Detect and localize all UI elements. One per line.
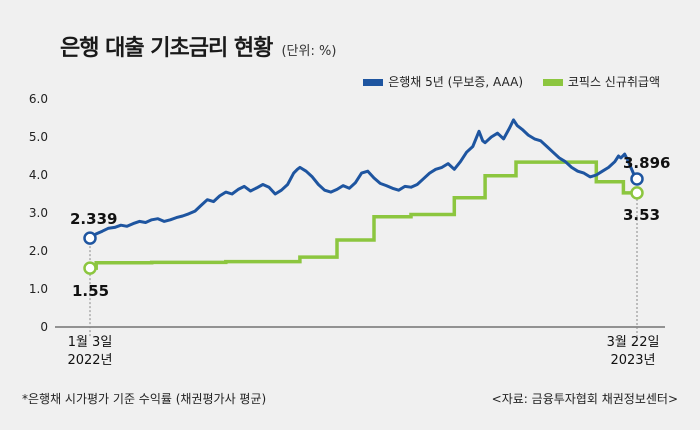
footnote: *은행채 시가평가 기준 수익률 (채권평가사 평균) xyxy=(22,392,267,406)
bond-end-marker xyxy=(630,172,644,186)
chart-title: 은행 대출 기초금리 현황 xyxy=(60,36,273,61)
x-label-end-date: 3월 22일 xyxy=(607,335,660,350)
kofix-start-marker xyxy=(83,261,97,275)
series-line-bond xyxy=(89,118,639,240)
legend-label-bond: 은행채 5년 (무보증, AAA) xyxy=(388,75,524,89)
y-tick-label: 5.0 xyxy=(29,130,48,144)
series-line-kofix xyxy=(90,160,637,270)
kofix-start-value: 1.55 xyxy=(72,282,109,300)
y-tick-label: 6.0 xyxy=(29,92,48,106)
source-note: <자료: 금융투자협회 채권정보센터> xyxy=(491,392,678,406)
y-tick-label: 4.0 xyxy=(29,168,48,182)
title-row: 은행 대출 기초금리 현황 (단위: %) xyxy=(60,30,336,62)
x-label-start-year: 2022년 xyxy=(67,353,112,368)
legend-item-kofix: 코픽스 신규취급액 xyxy=(542,73,660,90)
x-label-start-date: 1월 3일 xyxy=(68,335,113,350)
legend-swatch-bond xyxy=(363,79,384,86)
legend-label-kofix: 코픽스 신규취급액 xyxy=(567,75,660,89)
y-tick-label: 3.0 xyxy=(29,206,48,220)
kofix-end-value: 3.53 xyxy=(623,206,660,224)
legend-item-bond: 은행채 5년 (무보증, AAA) xyxy=(363,73,523,90)
unit-label: (단위: %) xyxy=(281,44,337,59)
y-tick-label: 1.0 xyxy=(29,282,48,296)
legend: 은행채 5년 (무보증, AAA) 코픽스 신규취급액 xyxy=(347,73,660,90)
y-tick-label: 0 xyxy=(40,320,48,334)
legend-swatch-kofix xyxy=(542,79,563,86)
y-tick-label: 2.0 xyxy=(29,244,48,258)
bond-end-value: 3.896 xyxy=(623,154,670,172)
kofix-end-marker xyxy=(630,186,644,200)
bond-start-value: 2.339 xyxy=(70,210,117,228)
x-label-end-year: 2023년 xyxy=(610,353,655,368)
y-axis: 6.0 5.0 4.0 3.0 2.0 1.0 0 xyxy=(29,92,48,334)
bond-start-marker xyxy=(83,231,97,245)
